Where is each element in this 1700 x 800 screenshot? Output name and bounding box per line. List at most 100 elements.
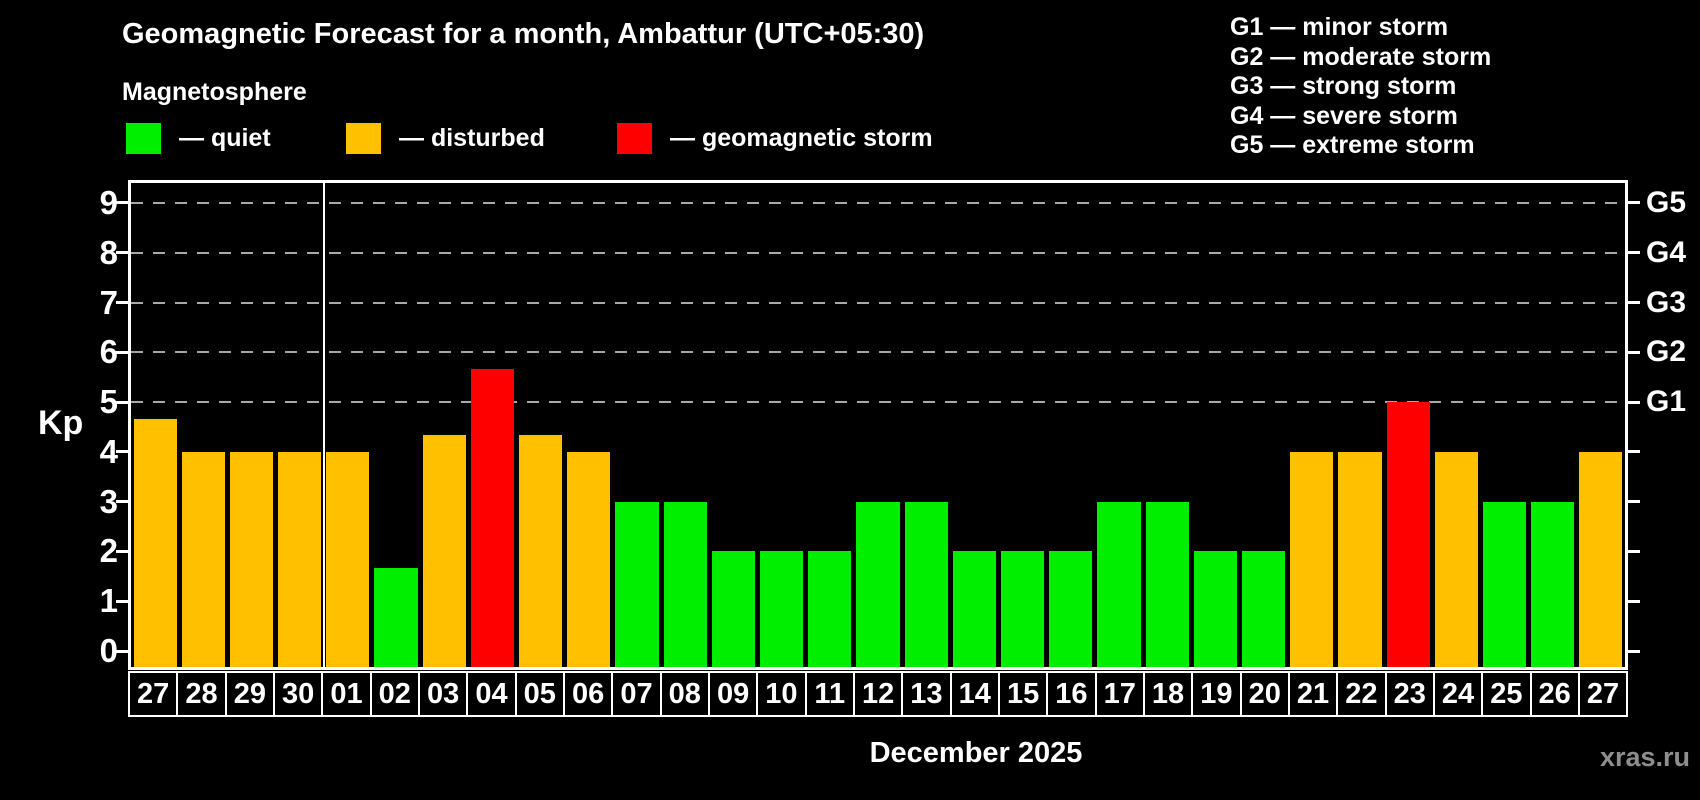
legend-label: — disturbed <box>399 123 545 152</box>
kp-bar-day-01 <box>326 451 370 667</box>
kp-bar-day-09 <box>711 551 755 667</box>
y-axis-label-1: 1 <box>99 582 118 620</box>
month-separator-line <box>322 183 325 667</box>
kp-bar-day-23 <box>1386 402 1430 667</box>
y-axis-title: Kp <box>38 404 84 442</box>
right-axis-label-G4: G4 <box>1646 235 1687 269</box>
kp-bar-day-07 <box>615 501 659 667</box>
y-tick-right-3 <box>1628 500 1640 504</box>
legend-label: — geomagnetic storm <box>670 123 933 152</box>
gridline-kp8 <box>131 251 1625 254</box>
day-label-cell: 01 <box>321 671 372 717</box>
y-tick-right-9 <box>1628 201 1640 205</box>
right-axis-label-G2: G2 <box>1646 335 1687 369</box>
legend-label: — quiet <box>179 123 271 152</box>
kp-bar-day-04 <box>470 368 515 667</box>
day-label-cell: 18 <box>1142 671 1194 717</box>
day-label-cell: 27 <box>128 671 179 717</box>
page-title: Geomagnetic Forecast for a month, Ambatt… <box>122 18 925 50</box>
x-axis-day-labels: 27 28 29 30 01 02 03 04 05 06 07 08 09 10 11 12 13 14 15 16… <box>128 671 1629 717</box>
kp-bar-day-08 <box>663 501 707 667</box>
y-axis-label-0: 0 <box>99 632 118 669</box>
y-tick-right-1 <box>1628 599 1640 603</box>
y-axis-label-3: 3 <box>99 482 118 520</box>
plot-area <box>128 180 1628 670</box>
kp-bar-day-22 <box>1338 451 1382 667</box>
y-tick-right-5 <box>1628 400 1640 404</box>
kp-bar-day-28 <box>181 451 225 667</box>
kp-bar-day-21 <box>1290 451 1334 667</box>
day-label-cell: 05 <box>514 671 565 717</box>
kp-bar-day-14 <box>952 551 996 667</box>
kp-bar-day-25 <box>1482 501 1527 667</box>
day-label-cell: 03 <box>417 671 469 717</box>
legend-item-disturbed: — disturbed <box>346 121 545 155</box>
day-label-cell: 29 <box>224 671 275 717</box>
g-legend-line: G2 — moderate storm <box>1230 42 1492 71</box>
kp-bar-day-27 <box>133 418 177 667</box>
g-legend-line: G3 — strong storm <box>1230 72 1457 101</box>
day-label-cell: 27 <box>1577 671 1629 717</box>
kp-bar-day-26 <box>1531 501 1575 667</box>
y-tick-left-0 <box>116 649 128 653</box>
day-label-cell: 16 <box>1046 671 1097 717</box>
y-tick-left-1 <box>116 599 128 603</box>
y-axis-label-4: 4 <box>99 432 118 470</box>
kp-bar-day-11 <box>808 551 852 667</box>
status-legend: — quiet — disturbed — geomagnetic storm <box>0 121 1100 155</box>
g-legend-line: G1 — minor storm <box>1230 13 1449 41</box>
kp-bar-day-15 <box>1000 551 1045 667</box>
kp-bar-day-17 <box>1097 501 1141 667</box>
y-tick-right-7 <box>1628 301 1640 305</box>
day-label-cell: 04 <box>466 671 517 717</box>
gridline-kp5 <box>131 401 1625 404</box>
y-tick-left-9 <box>116 201 128 205</box>
day-label-cell: 23 <box>1384 671 1435 717</box>
disturbed-color-swatch <box>346 122 381 154</box>
y-tick-left-3 <box>116 500 128 504</box>
kp-bar-day-02 <box>374 567 418 667</box>
day-label-cell: 14 <box>949 671 1000 717</box>
day-label-cell: 24 <box>1432 671 1484 717</box>
y-axis-label-5: 5 <box>99 383 118 421</box>
g-legend-line: G4 — severe storm <box>1230 101 1458 130</box>
x-axis-title: December 2025 <box>869 737 1083 769</box>
day-label-cell: 28 <box>176 671 227 717</box>
day-label-cell: 26 <box>1529 671 1580 717</box>
day-label-cell: 09 <box>707 671 759 717</box>
gridline-kp6 <box>131 351 1625 354</box>
y-tick-left-5 <box>116 400 128 404</box>
y-tick-left-6 <box>116 350 128 354</box>
y-axis-label-2: 2 <box>99 532 118 570</box>
y-axis-label-9: 9 <box>99 183 118 221</box>
day-label-cell: 21 <box>1287 671 1339 717</box>
kp-bar-day-16 <box>1049 551 1093 667</box>
day-label-cell: 06 <box>562 671 614 717</box>
gridline-kp7 <box>131 301 1625 304</box>
y-axis-label-7: 7 <box>99 283 118 321</box>
right-axis-label-G1: G1 <box>1646 385 1687 419</box>
kp-bar-day-29 <box>229 451 274 667</box>
kp-bar-day-18 <box>1145 501 1189 667</box>
day-label-cell: 02 <box>369 671 420 717</box>
storm-color-swatch <box>617 122 652 154</box>
day-label-cell: 22 <box>1336 671 1387 717</box>
day-label-cell: 11 <box>804 671 855 717</box>
y-tick-left-8 <box>116 251 128 255</box>
watermark: xras.ru <box>1599 742 1690 772</box>
kp-bar-day-27 <box>1579 451 1623 667</box>
chart-subtitle: Magnetosphere <box>122 78 307 106</box>
y-axis-label-8: 8 <box>99 233 118 271</box>
y-tick-left-2 <box>116 549 128 553</box>
kp-bar-day-20 <box>1241 551 1286 667</box>
kp-bar-day-13 <box>904 501 948 667</box>
kp-bar-day-12 <box>856 501 900 667</box>
y-axis-label-6: 6 <box>99 333 118 371</box>
day-label-cell: 07 <box>611 671 662 717</box>
kp-bar-day-19 <box>1193 551 1237 667</box>
kp-bar-day-05 <box>519 435 563 667</box>
y-tick-right-8 <box>1628 251 1640 255</box>
day-label-cell: 30 <box>272 671 324 717</box>
